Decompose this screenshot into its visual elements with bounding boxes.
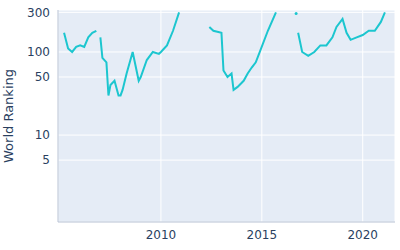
svg-text:2020: 2020	[347, 228, 378, 242]
svg-text:2010: 2010	[146, 228, 177, 242]
svg-text:World Ranking: World Ranking	[8, 69, 16, 163]
svg-text:100: 100	[27, 45, 50, 59]
svg-text:10: 10	[35, 128, 50, 142]
svg-text:50: 50	[35, 70, 50, 84]
svg-text:2015: 2015	[247, 228, 278, 242]
svg-text:5: 5	[42, 153, 50, 167]
svg-text:300: 300	[27, 6, 50, 20]
